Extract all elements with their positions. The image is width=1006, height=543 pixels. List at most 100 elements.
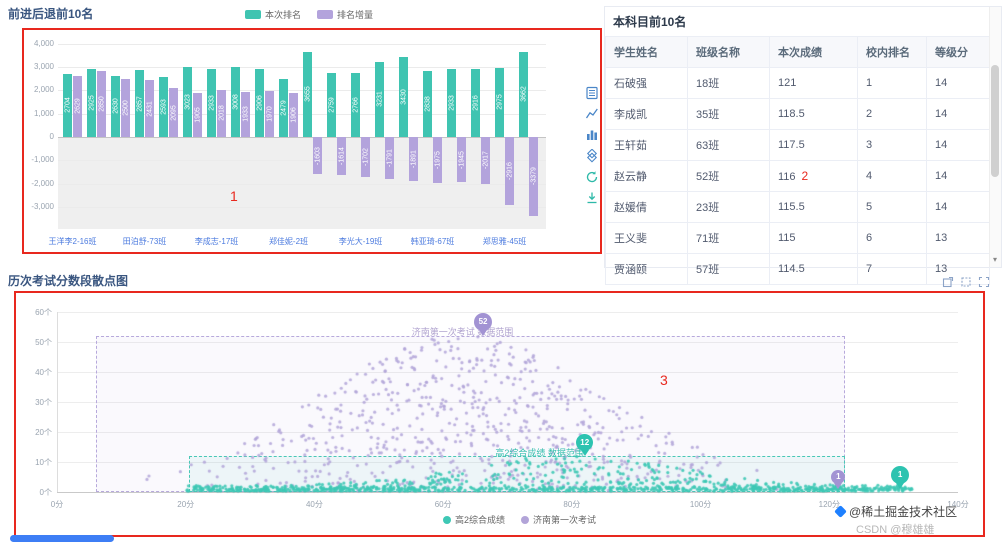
gridline bbox=[58, 137, 546, 138]
annotation-number-1: 1 bbox=[230, 188, 238, 204]
bar-value-label: 2766 bbox=[352, 96, 359, 113]
gridline bbox=[58, 206, 546, 208]
download-icon[interactable] bbox=[585, 191, 599, 205]
gridline bbox=[57, 492, 958, 493]
table-cell: 116 2 bbox=[769, 160, 858, 192]
toolbox-fullscreen-icon[interactable] bbox=[978, 276, 990, 288]
y-axis-line bbox=[57, 312, 58, 492]
annotation-number-3: 3 bbox=[660, 372, 668, 388]
bar-value-label: -2916 bbox=[506, 162, 513, 180]
bar-value-label: 2933 bbox=[208, 95, 215, 111]
bar-value-label: 2431 bbox=[146, 100, 153, 117]
table-cell: 贾涵颐 bbox=[605, 253, 688, 285]
bar-value-label: 2925 bbox=[88, 95, 95, 111]
toolbox-restore-icon[interactable] bbox=[942, 276, 954, 288]
bar-value-label: 2850 bbox=[98, 96, 105, 112]
table-cell: 114.5 bbox=[769, 253, 858, 285]
bar-value-label: -1891 bbox=[410, 150, 417, 168]
table-row[interactable]: 赵云静 52班 116 2 4 14 bbox=[605, 160, 990, 192]
bar-value-label: 1906 bbox=[290, 106, 297, 123]
bar-value-label: 2629 bbox=[74, 98, 81, 115]
table-scrollbar-track[interactable]: ▾ bbox=[989, 7, 1001, 267]
restore-icon[interactable] bbox=[585, 170, 599, 184]
bar-y-tick-label: 2,000 bbox=[33, 85, 54, 95]
toolbox-box-select-icon[interactable] bbox=[960, 276, 972, 288]
scroll-down-arrow-icon[interactable]: ▾ bbox=[992, 255, 997, 264]
column-header: 等级分 bbox=[926, 36, 990, 68]
data-range-region bbox=[188, 456, 846, 492]
table-cell: 石破强 bbox=[605, 67, 688, 99]
bar-value-label: 2630 bbox=[112, 98, 119, 115]
bar-value-label: 1933 bbox=[242, 106, 249, 123]
legend-label: 排名增量 bbox=[337, 10, 374, 20]
column-header: 校内排名 bbox=[857, 36, 927, 68]
data-view-icon[interactable] bbox=[585, 86, 599, 100]
legend-item-jinan-exam[interactable]: 济南第一次考试 bbox=[521, 513, 596, 526]
data-range-label: 高2综合成绩 数据范围 bbox=[495, 448, 584, 458]
bar-value-label: 2933 bbox=[448, 95, 455, 111]
legend-label: 高2综合成绩 bbox=[455, 515, 506, 525]
bar-value-label: 2838 bbox=[424, 96, 431, 112]
table-cell: 117.5 bbox=[769, 129, 858, 161]
top10-table: 学生姓名 班级名称 本次成绩 校内排名 等级分 石破强 18班 121 1 14 李成凯 35班 11… bbox=[605, 36, 990, 285]
column-header: 本次成绩 bbox=[769, 36, 858, 68]
bar-value-label: 3231 bbox=[376, 91, 383, 108]
table-cell: 14 bbox=[926, 98, 990, 130]
bar-value-label: 2018 bbox=[218, 105, 225, 122]
table-row[interactable]: 贾涵颐 57班 114.5 7 13 bbox=[605, 253, 990, 285]
scatter-y-tick-label: 40个 bbox=[35, 368, 52, 377]
table-header-row: 学生姓名 班级名称 本次成绩 校内排名 等级分 bbox=[605, 36, 990, 68]
bar-chart-legend: 本次排名 排名增量 bbox=[245, 8, 373, 21]
bar-value-label: -3379 bbox=[530, 167, 537, 186]
table-cell: 李成凯 bbox=[605, 98, 688, 130]
bar-value-label: -2017 bbox=[482, 151, 489, 170]
table-cell: 7 bbox=[857, 253, 927, 285]
scatter-y-tick-label: 30个 bbox=[35, 398, 52, 407]
bar-chart-icon[interactable] bbox=[585, 128, 599, 142]
bar-chart-plot[interactable]: 4,000 3,000 2,000 1,000 0 -1,000 -2,000 -3,000 2… bbox=[0, 0, 630, 270]
table-cell: 13 bbox=[926, 222, 990, 254]
scatter-x-tick-label: 60分 bbox=[434, 500, 452, 509]
bar-x-category-label: 郑佳妮-2班 bbox=[268, 237, 309, 246]
scatter-x-tick-label: 100分 bbox=[689, 500, 712, 509]
stack-icon[interactable] bbox=[585, 149, 599, 163]
bar-value-label: 2906 bbox=[256, 95, 263, 111]
juejin-logo-icon bbox=[834, 505, 847, 518]
table-cell: 1 bbox=[857, 67, 927, 99]
table-cell: 赵云静 bbox=[605, 160, 688, 192]
table-cell: 35班 bbox=[687, 98, 770, 130]
scatter-x-tick-label: 20分 bbox=[177, 500, 195, 509]
datazoom-slider[interactable] bbox=[10, 535, 114, 542]
scatter-y-tick-label: 10个 bbox=[35, 458, 52, 467]
table-cell: 赵媛倩 bbox=[605, 191, 688, 223]
table-cell: 王义斐 bbox=[605, 222, 688, 254]
table-cell: 2 bbox=[857, 98, 927, 130]
line-chart-icon[interactable] bbox=[585, 107, 599, 121]
bar-value-label: 2500 bbox=[122, 100, 129, 116]
bar-value-label: -1975 bbox=[434, 151, 441, 169]
bar-x-category-label: 李成志-17班 bbox=[194, 237, 239, 246]
bar-value-label: 3008 bbox=[232, 94, 239, 110]
column-header: 班级名称 bbox=[687, 36, 770, 68]
bar-value-label: 2704 bbox=[64, 97, 71, 114]
legend-item-current-rank[interactable]: 本次排名 bbox=[245, 8, 301, 21]
bar-y-tick-label: 4,000 bbox=[33, 38, 54, 48]
table-cell: 14 bbox=[926, 129, 990, 161]
gridline bbox=[58, 67, 546, 69]
scatter-y-tick-label: 50个 bbox=[35, 338, 52, 347]
legend-swatch-teal bbox=[245, 10, 261, 19]
table-scrollbar-thumb[interactable] bbox=[991, 65, 999, 177]
bar-x-category-label: 韩亚琦-67班 bbox=[410, 237, 455, 246]
bar-x-category-label: 王洋李2-16班 bbox=[48, 237, 97, 246]
table-row[interactable]: 王义斐 71班 115 6 13 bbox=[605, 222, 990, 254]
legend-item-rank-delta[interactable]: 排名增量 bbox=[317, 8, 373, 21]
table-row[interactable]: 石破强 18班 121 1 14 bbox=[605, 67, 990, 99]
bar-x-category-label: 田泊舒-73班 bbox=[122, 237, 167, 246]
table-cell: 71班 bbox=[687, 222, 770, 254]
bar-value-label: 3655 bbox=[304, 86, 311, 103]
table-row[interactable]: 王轩茹 63班 117.5 3 14 bbox=[605, 129, 990, 161]
legend-item-composite[interactable]: 高2综合成绩 bbox=[443, 513, 505, 526]
table-row[interactable]: 李成凯 35班 118.5 2 14 bbox=[605, 98, 990, 130]
table-row[interactable]: 赵媛倩 23班 115.5 5 14 bbox=[605, 191, 990, 223]
